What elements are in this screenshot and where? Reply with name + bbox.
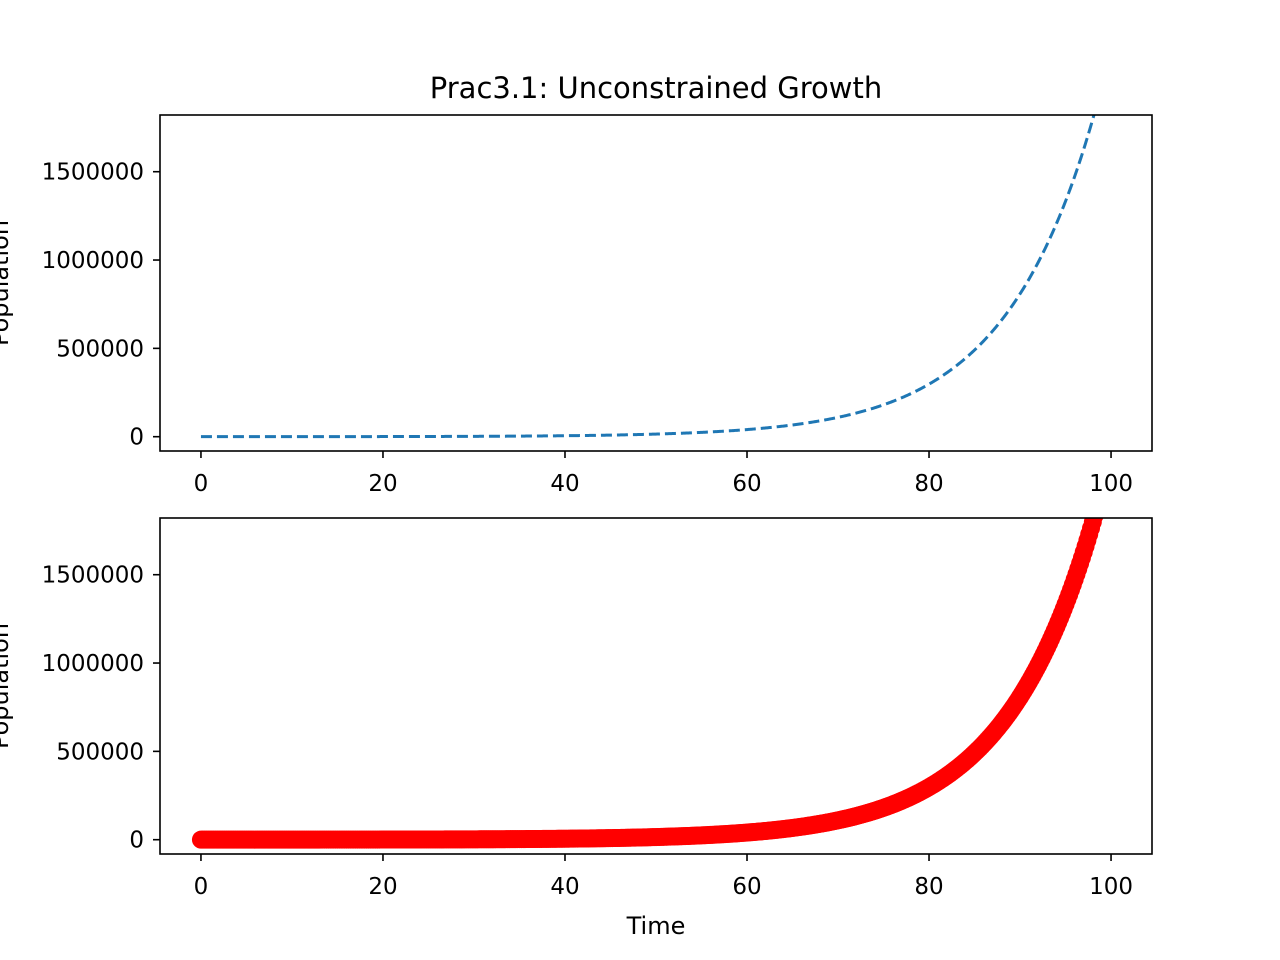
x-tick-label: 100 [1089, 471, 1133, 497]
x-tick-label: 20 [368, 874, 397, 900]
chart-title: Prac3.1: Unconstrained Growth [430, 71, 882, 105]
x-tick-label: 80 [914, 471, 943, 497]
bottom-axes: 0 20 40 60 80 100 0 500000 1000000 1500000 [42, 450, 1153, 900]
x-tick-label: 60 [732, 874, 761, 900]
population-line [200, 115, 1096, 439]
top-plot-area [200, 115, 1096, 439]
y-tick-label: 1000000 [42, 248, 144, 274]
x-tick-label: 60 [732, 471, 761, 497]
x-tick-label: 0 [194, 874, 209, 900]
x-tick-label: 40 [550, 874, 579, 900]
population-point [1087, 500, 1105, 518]
bottom-x-axis-label: Time [626, 912, 686, 940]
x-tick-label: 80 [914, 874, 943, 900]
bottom-axes-frame [159, 517, 1153, 855]
y-tick-label: 1000000 [42, 651, 144, 677]
y-tick-label: 500000 [56, 336, 144, 362]
x-tick-label: 0 [194, 471, 209, 497]
bottom-y-axis-label: Population [0, 623, 14, 749]
x-tick-label: 20 [368, 471, 397, 497]
top-y-axis-label: Population [0, 220, 14, 346]
x-tick-label: 40 [550, 471, 579, 497]
y-tick-label: 1500000 [42, 160, 144, 186]
top-axes-frame [159, 114, 1153, 452]
y-tick-label: 0 [129, 425, 144, 451]
y-tick-label: 1500000 [42, 563, 144, 589]
population-point [1100, 450, 1118, 468]
y-tick-label: 0 [129, 828, 144, 854]
x-tick-label: 100 [1089, 874, 1133, 900]
y-tick-label: 500000 [56, 739, 144, 765]
top-axes: 0 20 40 60 80 100 0 500000 1000000 1500000 [42, 114, 1153, 497]
bottom-plot-area [191, 450, 1118, 849]
population-point [1086, 518, 1104, 525]
